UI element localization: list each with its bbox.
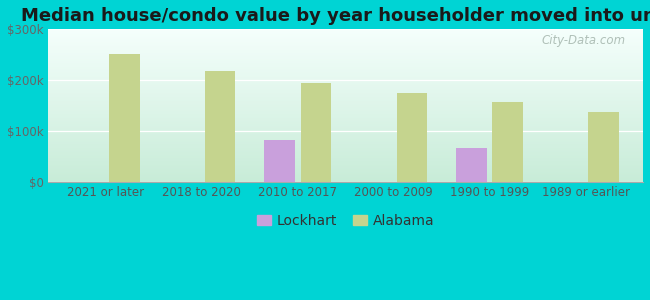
Bar bbox=[301, 83, 332, 182]
Bar bbox=[396, 93, 427, 182]
Text: City-Data.com: City-Data.com bbox=[541, 34, 625, 47]
Bar bbox=[264, 140, 295, 182]
Legend: Lockhart, Alabama: Lockhart, Alabama bbox=[252, 208, 440, 233]
Bar bbox=[588, 112, 619, 182]
Bar bbox=[109, 54, 140, 182]
Bar bbox=[205, 71, 235, 182]
Bar bbox=[493, 102, 523, 182]
Bar bbox=[456, 148, 487, 182]
Title: Median house/condo value by year householder moved into unit: Median house/condo value by year househo… bbox=[21, 7, 650, 25]
